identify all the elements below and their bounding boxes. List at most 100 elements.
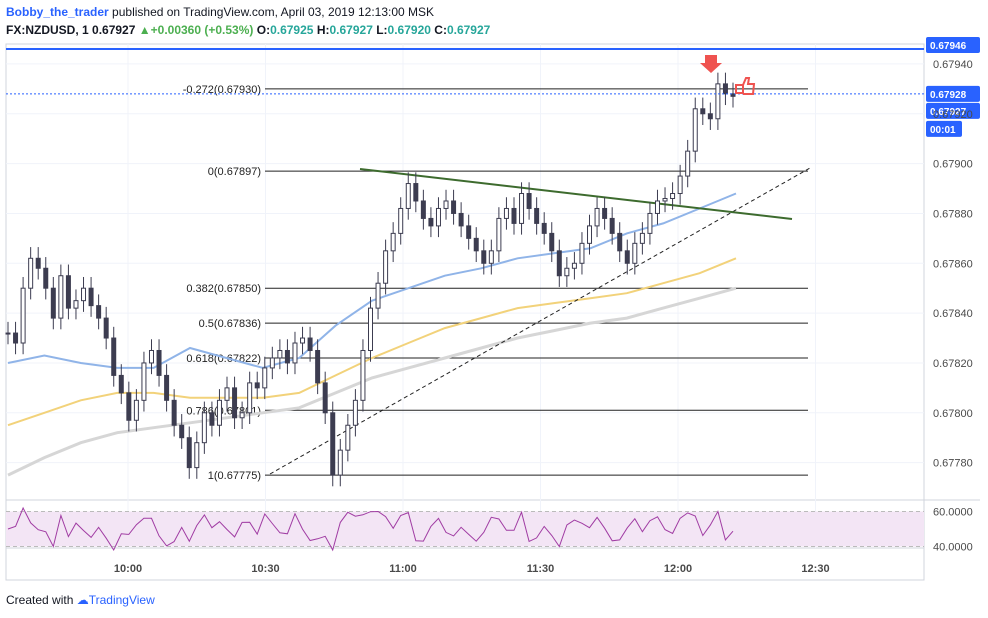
candle-63 <box>481 239 487 275</box>
candle-56 <box>428 207 434 238</box>
candle-64 <box>488 239 494 275</box>
low-label: L: <box>376 23 388 37</box>
x-tick-label-4: 12:00 <box>664 563 692 575</box>
candle-87 <box>662 187 668 213</box>
fib-level-label-4: 0.618(0.67822) <box>186 353 261 365</box>
y-tick-label-1: 0.67920 <box>933 109 973 121</box>
candle-43 <box>330 401 336 487</box>
candle-53 <box>405 172 411 220</box>
candle-32 <box>247 371 253 424</box>
candle-20 <box>156 339 162 387</box>
rsi-band <box>6 511 924 547</box>
rsi-tick-label-0: 60.0000 <box>933 507 973 519</box>
candle-25 <box>194 431 200 479</box>
tradingview-logo-icon[interactable]: ☁ <box>76 593 89 607</box>
candle-2 <box>20 276 26 355</box>
candle-body <box>609 217 615 234</box>
ema-fast-line <box>7 192 737 369</box>
candle-42 <box>322 371 328 424</box>
candle-76 <box>579 232 585 275</box>
candle-47 <box>360 339 366 412</box>
candle-92 <box>700 97 706 125</box>
author-link[interactable]: Bobby_the_trader <box>6 5 109 19</box>
candle-27 <box>209 401 215 437</box>
candle-77 <box>587 214 593 255</box>
price-tag-label: 00:01 <box>930 125 956 136</box>
candle-78 <box>594 197 600 238</box>
price-tag-3: 00:01 <box>926 120 962 137</box>
fibonacci-retracement[interactable]: -0.272(0.67930) 0(0.67897) 0.382(0.67850) 0… <box>183 84 808 482</box>
candle-body <box>587 225 593 244</box>
candle-10 <box>81 276 87 312</box>
candle-61 <box>466 214 472 250</box>
price-tag-label: 0.67928 <box>930 90 967 101</box>
candles <box>5 72 736 487</box>
candle-body <box>632 242 638 264</box>
candle-body <box>164 374 170 401</box>
candle-80 <box>609 207 615 245</box>
candle-body <box>692 108 698 152</box>
candle-85 <box>647 202 653 245</box>
candle-body <box>390 232 396 252</box>
candle-8 <box>65 264 71 320</box>
fib-level-label-3: 0.5(0.67836) <box>199 318 261 330</box>
candle-84 <box>639 222 645 255</box>
candle-81 <box>617 222 623 263</box>
candle-9 <box>73 289 79 320</box>
candle-39 <box>300 326 306 355</box>
ascending-trendline[interactable] <box>269 167 811 475</box>
fib-level-label-6: 1(0.67775) <box>208 470 261 482</box>
candle-21 <box>164 364 170 412</box>
candle-7 <box>58 264 64 330</box>
candle-58 <box>443 189 449 220</box>
candle-body <box>141 362 147 401</box>
candle-body <box>662 197 668 202</box>
candle-body <box>707 113 713 120</box>
candle-4 <box>35 247 41 280</box>
candle-89 <box>677 164 683 205</box>
change-arrow-icon: ▲ <box>138 23 151 37</box>
candle-18 <box>141 351 147 412</box>
candle-body <box>420 200 426 219</box>
candle-body <box>50 287 56 319</box>
axis-ticks: 0.67940 0.67920 0.67900 0.67880 0.67860 0.678… <box>114 59 973 575</box>
chart-header: Bobby_the_trader published on TradingVie… <box>0 0 988 44</box>
candle-71 <box>541 212 547 245</box>
symbol-label[interactable]: FX:NZDUSD, 1 <box>6 23 89 37</box>
candle-31 <box>239 401 245 429</box>
candle-38 <box>292 331 298 375</box>
candle-body <box>617 232 623 252</box>
candle-46 <box>352 389 358 437</box>
candle-70 <box>534 197 540 235</box>
candle-body <box>360 349 366 401</box>
candle-91 <box>692 97 698 163</box>
candle-15 <box>118 364 124 405</box>
candle-35 <box>269 346 275 380</box>
candle-body <box>375 282 381 309</box>
y-tick-label-0: 0.67940 <box>933 59 973 71</box>
candle-95 <box>722 72 728 106</box>
candle-body <box>571 262 577 269</box>
candle-body <box>624 250 630 264</box>
candle-body <box>247 382 253 414</box>
y-tick-label-5: 0.67840 <box>933 308 973 320</box>
y-tick-label-7: 0.67800 <box>933 408 973 420</box>
candle-54 <box>413 172 419 213</box>
descending-trendline[interactable] <box>359 168 793 220</box>
candle-11 <box>88 276 94 317</box>
candle-88 <box>670 182 676 210</box>
candle-3 <box>28 247 34 300</box>
candle-37 <box>284 339 290 375</box>
candle-86 <box>654 189 660 225</box>
y-tick-label-6: 0.67820 <box>933 358 973 370</box>
candle-body <box>443 200 449 209</box>
candle-22 <box>171 389 177 437</box>
candle-body <box>496 217 502 252</box>
candle-body <box>232 387 238 419</box>
candle-69 <box>526 182 532 220</box>
price-tag-box <box>926 85 980 102</box>
candle-body <box>28 257 34 289</box>
tradingview-brand[interactable]: TradingView <box>88 593 155 607</box>
candle-body <box>262 367 268 389</box>
